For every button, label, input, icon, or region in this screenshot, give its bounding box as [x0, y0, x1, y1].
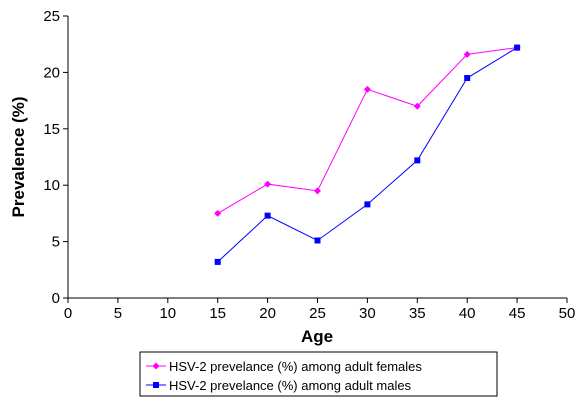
legend-item-females: HSV-2 prevelance (%) among adult females: [146, 359, 422, 374]
data-point-females: [363, 85, 371, 93]
legend-box: [139, 351, 498, 397]
legend-item-males: HSV-2 prevelance (%) among adult males: [146, 378, 412, 393]
x-tick-label: 15: [209, 305, 226, 322]
y-tick-label: 10: [43, 177, 60, 194]
series: [214, 44, 521, 265]
y-tick-label: 5: [52, 234, 60, 251]
x-tick-label: 25: [309, 305, 326, 322]
data-point-males: [264, 212, 271, 219]
x-tick-label: 0: [64, 305, 72, 322]
axes: [67, 16, 567, 299]
legend-label-males: HSV-2 prevelance (%) among adult males: [169, 378, 412, 393]
legend: HSV-2 prevelance (%) among adult females…: [139, 351, 498, 397]
x-tick-label: 50: [559, 305, 576, 322]
data-point-females: [413, 102, 421, 110]
x-tick-label: 5: [114, 305, 122, 322]
data-point-females: [214, 209, 222, 217]
series-line-males: [217, 47, 518, 263]
x-tick-label: 35: [409, 305, 426, 322]
legend-marker-males: [153, 382, 159, 388]
data-point-males: [364, 201, 371, 208]
ticks: 0 5 10 15 20 25 0 5 10 15 20 25 30 35 40 45 50: [43, 8, 575, 322]
x-tick-label: 20: [259, 305, 276, 322]
y-tick-label: 25: [43, 8, 60, 25]
y-tick-label: 15: [43, 121, 60, 138]
data-point-males: [464, 75, 471, 82]
legend-label-females: HSV-2 prevelance (%) among adult females: [169, 359, 422, 374]
x-axis-title: Age: [301, 327, 333, 346]
legend-marker-females: [152, 362, 160, 370]
data-point-males: [314, 237, 321, 244]
x-tick-label: 30: [359, 305, 376, 322]
y-tick-label: 0: [52, 290, 60, 307]
x-tick-label: 40: [459, 305, 476, 322]
series-line-females: [217, 47, 518, 214]
y-tick-label: 20: [43, 64, 60, 81]
data-point-females: [463, 50, 471, 58]
data-point-males: [414, 157, 421, 164]
data-point-males: [514, 44, 521, 51]
y-axis-title: Prevalence (%): [9, 97, 28, 218]
data-point-males: [214, 258, 221, 265]
data-point-females: [264, 180, 272, 188]
data-point-females: [314, 187, 321, 195]
x-tick-label: 45: [509, 305, 526, 322]
x-tick-label: 10: [159, 305, 176, 322]
